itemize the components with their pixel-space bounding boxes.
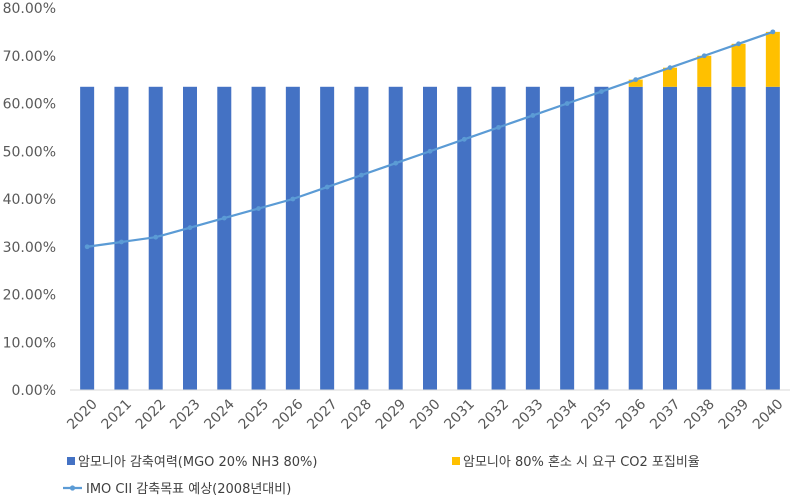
x-tick-label: 2030	[407, 396, 444, 433]
target-point-2036	[633, 77, 639, 83]
target-point-2040	[770, 29, 776, 35]
legend-label-target: IMO CII 감축목표 예상(2008년대비)	[86, 482, 291, 497]
bar-base-2034	[560, 86, 575, 390]
legend-marker-target	[69, 485, 76, 491]
y-tick-label: 70.00%	[3, 49, 56, 65]
line-series	[84, 29, 776, 250]
y-tick-label: 40.00%	[3, 192, 56, 208]
target-point-2039	[736, 41, 741, 47]
x-tick-label: 2022	[133, 396, 170, 433]
x-tick-label: 2035	[579, 396, 616, 433]
x-tick-label: 2038	[681, 396, 718, 433]
bar-base-2025	[251, 86, 266, 390]
bar-base-2029	[388, 86, 403, 390]
x-tick-label: 2036	[613, 396, 650, 433]
x-tick-label: 2037	[647, 396, 684, 433]
y-tick-label: 60.00%	[3, 97, 56, 113]
x-tick-label: 2031	[441, 396, 478, 433]
bar-capture-2040	[765, 31, 780, 87]
x-tick-label: 2020	[64, 396, 101, 433]
bar-capture-2039	[731, 43, 746, 87]
y-tick-label: 30.00%	[3, 240, 56, 256]
target-point-2032	[496, 124, 501, 130]
x-tick-label: 2034	[544, 396, 581, 433]
x-tick-label: 2040	[750, 396, 787, 433]
bar-base-2036	[628, 86, 643, 390]
target-point-2033	[530, 113, 536, 118]
bar-base-2037	[663, 86, 677, 390]
target-point-2020	[84, 244, 90, 250]
legend-swatch-capture	[452, 457, 460, 465]
legend-item-target: IMO CII 감축목표 예상(2008년대비)	[63, 482, 291, 497]
target-point-2022	[153, 234, 159, 240]
target-point-2038	[701, 53, 707, 59]
bar-base-2021	[114, 86, 129, 390]
y-tick-label: 20.00%	[3, 288, 56, 304]
x-tick-label: 2032	[476, 396, 513, 433]
y-axis-ticks: 0.00% 10.00% 20.00% 30.00% 40.00% 50.00% 60.00…	[3, 1, 56, 399]
bar-capture-2038	[697, 55, 712, 87]
x-tick-label: 2033	[510, 396, 547, 433]
target-point-2027	[324, 184, 330, 190]
bar-base-2032	[491, 86, 506, 390]
y-tick-label: 50.00%	[3, 144, 56, 160]
y-tick-label: 10.00%	[3, 335, 56, 351]
target-point-2024	[221, 215, 227, 221]
bar-base-2031	[457, 86, 472, 390]
target-point-2023	[187, 225, 193, 231]
x-tick-label: 2025	[236, 396, 273, 433]
target-point-2037	[667, 65, 673, 71]
x-tick-label: 2023	[167, 396, 204, 433]
bar-capture-2036	[628, 79, 643, 87]
target-point-2031	[461, 136, 467, 142]
bar-base-2040	[765, 86, 780, 390]
x-tick-label: 2021	[99, 396, 136, 433]
bar-base-2020	[80, 86, 95, 390]
legend-label-base: 암모니아 감축여력(MGO 20% NH3 80%)	[78, 455, 317, 470]
x-tick-label: 2029	[373, 396, 410, 433]
bar-base-2024	[217, 86, 232, 390]
bar-capture-2037	[663, 67, 677, 87]
legend-swatch-base	[67, 457, 75, 465]
bar-base-2026	[285, 86, 300, 390]
target-point-2030	[427, 148, 433, 154]
bars	[80, 31, 780, 390]
target-point-2034	[564, 101, 570, 106]
target-point-2026	[290, 196, 296, 202]
x-tick-label: 2027	[304, 396, 341, 433]
bar-base-2039	[731, 86, 746, 390]
target-point-2029	[393, 160, 399, 166]
legend: 암모니아 감축여력(MGO 20% NH3 80%) 암모니아 80% 혼소 시…	[63, 455, 700, 497]
bar-base-2023	[183, 86, 197, 390]
y-tick-label: 0.00%	[12, 383, 56, 399]
legend-item-capture: 암모니아 80% 혼소 시 요구 CO2 포집비율	[452, 455, 700, 470]
x-axis-ticks: 2020202120222023202420252026202720282029…	[64, 396, 786, 433]
bar-base-2035	[594, 86, 609, 390]
legend-label-capture: 암모니아 80% 혼소 시 요구 CO2 포집비율	[463, 455, 700, 470]
bar-base-2028	[354, 86, 369, 390]
x-tick-label: 2039	[716, 396, 753, 433]
legend-item-base: 암모니아 감축여력(MGO 20% NH3 80%)	[67, 455, 317, 470]
x-tick-label: 2028	[339, 396, 376, 433]
x-tick-label: 2026	[270, 396, 307, 433]
y-tick-label: 80.00%	[3, 1, 56, 17]
bar-base-2038	[697, 86, 712, 390]
bar-base-2033	[525, 86, 540, 390]
target-point-2021	[119, 239, 124, 245]
target-point-2028	[359, 172, 364, 178]
target-point-2035	[599, 89, 604, 94]
bar-base-2030	[423, 86, 437, 390]
bar-base-2027	[320, 86, 335, 390]
target-point-2025	[256, 206, 261, 211]
x-tick-label: 2024	[201, 396, 238, 433]
